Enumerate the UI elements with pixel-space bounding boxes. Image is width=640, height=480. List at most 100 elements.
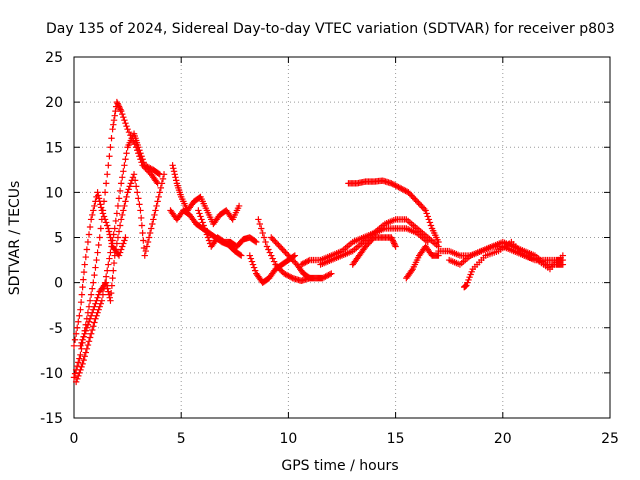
series-arc-10 xyxy=(268,234,314,282)
data-point xyxy=(96,198,103,205)
data-point xyxy=(196,210,203,217)
data-point xyxy=(93,297,100,304)
data-point xyxy=(96,234,103,241)
data-point xyxy=(120,207,127,214)
data-point xyxy=(107,289,115,297)
data-point xyxy=(362,243,369,250)
data-point xyxy=(109,126,116,133)
data-point xyxy=(283,271,291,279)
data-point xyxy=(113,210,121,217)
data-point xyxy=(389,180,396,188)
data-point xyxy=(107,249,114,256)
data-point xyxy=(248,258,256,265)
data-point xyxy=(110,121,117,128)
data-point xyxy=(95,192,102,199)
data-point xyxy=(110,267,117,274)
data-point xyxy=(117,246,125,253)
data-point xyxy=(144,238,152,246)
y-axis-label: SDTVAR / TECUs xyxy=(7,181,23,296)
x-tick-label: 20 xyxy=(494,431,512,447)
data-point xyxy=(136,147,143,154)
data-point xyxy=(159,175,167,183)
data-point xyxy=(415,199,422,207)
data-point xyxy=(80,276,87,283)
data-point xyxy=(203,231,211,238)
data-point xyxy=(91,271,98,279)
data-point xyxy=(78,345,85,353)
series-arc-2 xyxy=(72,130,163,386)
data-point xyxy=(155,193,162,201)
chart-title: Day 135 of 2024, Sidereal Day-to-day VTE… xyxy=(46,21,615,37)
data-point xyxy=(87,312,95,319)
data-point xyxy=(89,211,96,219)
data-point xyxy=(326,271,334,278)
data-point xyxy=(117,106,124,113)
data-point xyxy=(258,225,265,232)
data-point xyxy=(363,241,371,249)
data-point xyxy=(272,238,279,246)
x-tick-label: 10 xyxy=(279,431,297,447)
data-point xyxy=(393,183,401,190)
data-point xyxy=(158,180,166,187)
data-point xyxy=(114,100,121,107)
data-point xyxy=(392,182,399,189)
data-point xyxy=(142,247,150,255)
data-point xyxy=(286,273,294,280)
series-arc-12 xyxy=(317,225,431,268)
data-point xyxy=(388,235,396,243)
data-point xyxy=(418,202,425,210)
data-point xyxy=(77,298,85,306)
data-point xyxy=(70,342,78,349)
data-point xyxy=(405,189,412,196)
data-point xyxy=(80,356,87,364)
data-point xyxy=(98,207,106,214)
data-point xyxy=(398,185,405,192)
data-point xyxy=(89,326,96,334)
data-point xyxy=(288,255,295,262)
data-point xyxy=(202,228,210,235)
data-point xyxy=(412,196,419,204)
data-point xyxy=(157,184,165,192)
data-point xyxy=(121,237,128,244)
data-point xyxy=(98,297,106,304)
data-point xyxy=(95,195,103,202)
data-point xyxy=(77,306,84,313)
data-point xyxy=(106,153,113,160)
data-point xyxy=(75,372,82,380)
data-point xyxy=(83,324,91,331)
data-point xyxy=(116,222,124,229)
data-point xyxy=(285,272,292,280)
data-point xyxy=(70,374,78,381)
data-point xyxy=(108,135,115,142)
data-point xyxy=(269,255,276,262)
data-point xyxy=(141,252,148,259)
data-point xyxy=(390,181,398,189)
data-point xyxy=(147,165,154,172)
data-point xyxy=(303,258,311,265)
data-point xyxy=(328,270,335,277)
data-point xyxy=(171,171,178,178)
data-point xyxy=(93,256,100,264)
data-point xyxy=(413,198,421,205)
data-point xyxy=(95,241,102,249)
data-point xyxy=(121,202,128,210)
data-point xyxy=(200,222,207,229)
data-point xyxy=(153,202,160,210)
data-point xyxy=(322,273,329,280)
data-point xyxy=(250,264,258,271)
grid xyxy=(74,57,610,418)
y-tick-label: 10 xyxy=(45,185,63,201)
data-point xyxy=(138,153,145,160)
data-point xyxy=(89,285,96,292)
data-point xyxy=(72,330,80,337)
data-point xyxy=(78,363,85,371)
data-point xyxy=(78,291,86,298)
data-point xyxy=(99,210,107,217)
data-point xyxy=(121,162,128,169)
data-point xyxy=(276,243,284,250)
data-point xyxy=(74,362,81,370)
data-point xyxy=(235,202,243,210)
data-point xyxy=(366,238,374,246)
y-tick-label: 0 xyxy=(54,276,63,292)
